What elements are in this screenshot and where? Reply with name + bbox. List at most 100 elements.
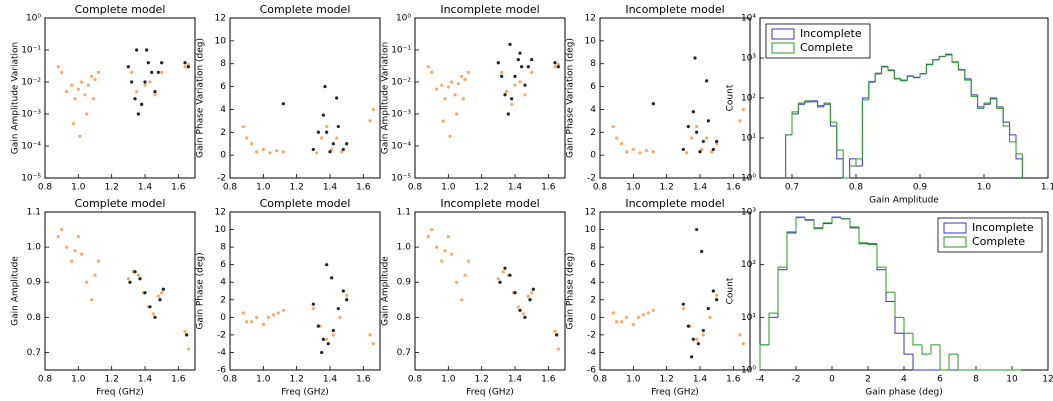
histogram-step xyxy=(786,231,796,268)
x-tick-label: 1.2 xyxy=(290,375,304,385)
histogram-step xyxy=(983,103,991,107)
x-tick-label: 1.0 xyxy=(256,375,271,385)
scatter-point xyxy=(185,333,189,337)
y-axis-label: Gain Amplitude xyxy=(381,256,391,326)
scatter-point xyxy=(275,148,279,153)
histogram-step xyxy=(791,113,799,135)
histogram-step xyxy=(903,333,913,355)
legend-box xyxy=(937,217,1043,253)
scatter-point xyxy=(338,315,342,319)
y-tick-label: 10 xyxy=(215,225,227,235)
scatter-point xyxy=(530,291,534,295)
x-tick-label: 1.0 xyxy=(441,183,456,193)
histogram-step xyxy=(906,75,914,81)
x-tick-label: 1.2 xyxy=(105,183,119,193)
scatter-point xyxy=(711,147,715,152)
scatter-point xyxy=(691,110,695,114)
scatter-point xyxy=(160,70,164,74)
scatter-point xyxy=(56,65,60,69)
x-tick-label: 1.0 xyxy=(977,183,992,193)
scatter-point xyxy=(161,287,165,291)
scatter-point xyxy=(281,102,285,106)
scatter-point xyxy=(611,311,615,315)
histogram-step xyxy=(858,226,868,244)
histogram-step xyxy=(804,100,812,103)
scatter-point xyxy=(701,328,705,333)
scatter-point xyxy=(496,277,500,281)
x-axis-label: Freq (GHz) xyxy=(96,388,144,398)
scatter-point xyxy=(371,107,375,112)
scatter-point xyxy=(685,151,689,155)
plot-frame xyxy=(414,211,566,371)
histogram-step xyxy=(881,65,888,74)
y-tick-label: 1.0 xyxy=(27,243,42,253)
scatter-point xyxy=(91,97,95,101)
plot-frame xyxy=(599,211,751,371)
scatter-point xyxy=(331,333,335,337)
histogram-step xyxy=(913,76,920,78)
histogram-step xyxy=(861,97,869,166)
x-tick-label: 1.2 xyxy=(475,183,489,193)
y-tick-label: 2 xyxy=(220,295,226,305)
scatter-point xyxy=(146,61,150,65)
x-tick-label: 1.4 xyxy=(138,375,153,385)
scatter-point xyxy=(530,58,534,62)
y-axis-label: Gain Phase Variation (deg) xyxy=(566,38,576,158)
scatter-point xyxy=(518,80,522,84)
scatter-point xyxy=(508,273,512,277)
scatter-point xyxy=(250,320,254,324)
legend-swatch xyxy=(943,236,967,248)
scatter-point xyxy=(281,150,285,154)
scatter-point xyxy=(615,320,619,324)
histogram-step xyxy=(951,54,959,63)
legend-label: Incomplete xyxy=(972,221,1034,234)
scatter-point xyxy=(60,227,64,232)
histogram-step xyxy=(938,56,946,60)
subplot: Incomplete model Gain Amplitude Variation… xyxy=(381,3,566,193)
scatter-point xyxy=(526,294,530,298)
scatter-point xyxy=(701,139,705,144)
histogram-step xyxy=(842,158,850,179)
x-tick-label: 0.9 xyxy=(913,183,928,193)
subplot: Complete model Freq (GHz) Gain Phase (deg)… xyxy=(196,197,381,398)
scatter-point xyxy=(143,80,147,84)
histogram-step xyxy=(948,353,958,370)
scatter-point xyxy=(443,97,447,101)
histogram-step xyxy=(858,227,868,245)
scatter-point xyxy=(641,313,645,317)
scatter-point xyxy=(315,151,319,155)
histogram-step xyxy=(823,103,831,107)
scatter-point xyxy=(371,342,375,346)
subplot-title: Incomplete model xyxy=(625,3,724,16)
scatter-point xyxy=(460,298,464,302)
histogram-step xyxy=(840,217,850,220)
y-tick-label: 10⁴ xyxy=(741,14,756,24)
x-axis-label: Freq (GHz) xyxy=(466,388,514,398)
scatter-point xyxy=(448,134,452,138)
scatter-point xyxy=(461,97,465,101)
plot-frame xyxy=(44,211,196,371)
scatter-point xyxy=(710,150,714,154)
scatter-point xyxy=(250,142,254,146)
histogram-step xyxy=(795,216,805,233)
scatter-point xyxy=(186,65,190,69)
y-tick-label: 10⁻¹ xyxy=(21,46,41,56)
scatter-point xyxy=(335,136,339,140)
scatter-point xyxy=(158,298,162,302)
histogram-step xyxy=(887,66,895,71)
x-tick-label: 8 xyxy=(973,375,979,385)
scatter-point xyxy=(160,61,164,65)
scatter-point xyxy=(311,147,315,152)
scatter-point xyxy=(456,81,460,86)
scatter-point xyxy=(695,130,699,134)
x-axis-label: Freq (GHz) xyxy=(651,388,699,398)
scatter-point xyxy=(321,113,325,117)
scatter-point xyxy=(521,312,525,316)
histogram-step xyxy=(867,242,877,246)
x-tick-label: 0.8 xyxy=(223,183,238,193)
x-tick-label: 1.4 xyxy=(138,183,153,193)
y-tick-label: 10 xyxy=(585,225,597,235)
scatter-point xyxy=(695,227,699,232)
y-tick-label: 0 xyxy=(590,313,596,323)
scatter-point xyxy=(446,85,450,89)
